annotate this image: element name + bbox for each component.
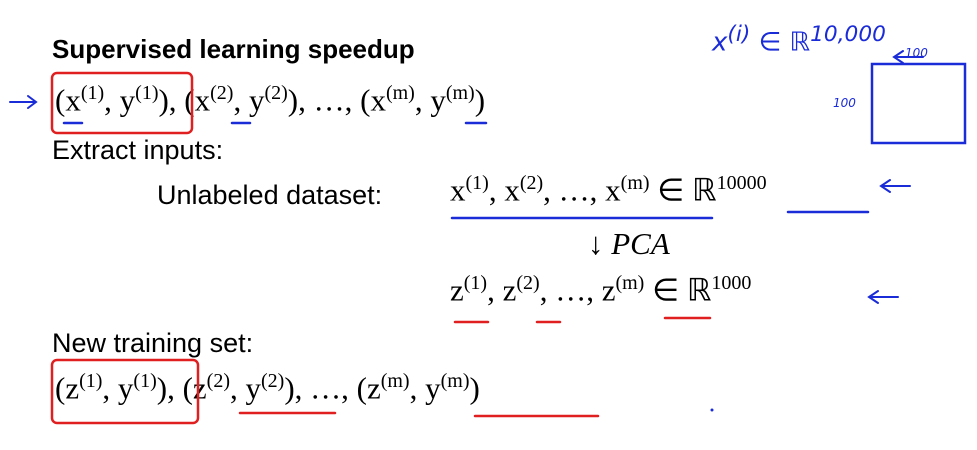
math-text: ), …, (x [287,82,386,118]
math-text: (z [55,370,80,406]
math-line: x(1), x(2), …, x(m) ∈ ℝ10000 [450,172,767,208]
math-text: z [450,272,464,308]
red-box [50,358,200,425]
red-box [50,71,194,135]
superscript: (1) [465,172,489,194]
math-line: z(1), z(2), …, z(m) ∈ ℝ1000 [450,272,751,308]
handwritten-size: 100 [833,96,856,110]
superscript: 1000 [711,272,752,294]
superscript: (2) [210,82,234,104]
math-text: (x [55,82,81,118]
superscript: (m) [620,172,650,194]
superscript: (m) [445,82,475,104]
superscript: (m) [440,370,470,392]
slide-title: Supervised learning speedup [52,34,415,64]
superscript: 10000 [716,172,767,194]
math-text: ∈ ℝ [649,172,717,208]
underline [238,316,712,418]
superscript: (m) [380,370,410,392]
superscript: (i) [727,22,751,47]
dot [710,408,714,412]
superscript: (2) [260,370,285,392]
math-text: , z [487,272,517,308]
superscript: 10,000 [810,22,886,47]
math-text: , y [409,370,441,406]
superscript: (1) [79,370,103,392]
math-text: ∈ ℝ [644,272,712,308]
arrow [9,95,38,109]
math-text: , y [414,82,446,118]
superscript: (1) [463,272,488,294]
math-line: (x(1), y(1)), (x(2), y(2)), …, (x(m), y(… [55,82,485,118]
math-text: , y [104,82,136,118]
math-text: , …, z [539,272,616,308]
superscript: (2) [206,370,230,392]
superscript: (2) [519,172,544,194]
superscript: (1) [133,370,157,392]
pca-label: ↓ PCA [588,226,670,261]
math-line: (z(1), y(1)), (z(2), y(2)), …, (z(m), y(… [55,370,480,406]
handwritten-dimension: x(i) ∈ ℝ10,000 [712,22,886,58]
math-text: x [712,27,728,58]
superscript: (m) [385,82,415,104]
math-text: , x [488,172,520,208]
math-text: ) [469,370,480,406]
superscript: (1) [135,82,159,104]
superscript: (m) [615,272,645,294]
superscript: (2) [516,272,540,294]
superscript: (1) [80,82,105,104]
math-text: ), (x [158,82,211,118]
handwritten-box [870,62,967,145]
label: Extract inputs: [52,135,224,165]
math-text: ∈ ℝ [750,27,811,58]
math-text: ) [474,82,486,118]
math-text: , …, x [543,172,621,208]
label: New training set: [52,328,254,358]
math-text: , y [229,370,261,406]
math-text: , y [102,370,134,406]
math-text: , y [233,82,265,118]
arrow [867,50,924,304]
underline [450,210,870,220]
label: Unlabeled dataset: [157,180,383,210]
math-text: ), …, (z [284,370,381,406]
superscript: (2) [264,82,288,104]
math-text: x [450,172,466,208]
